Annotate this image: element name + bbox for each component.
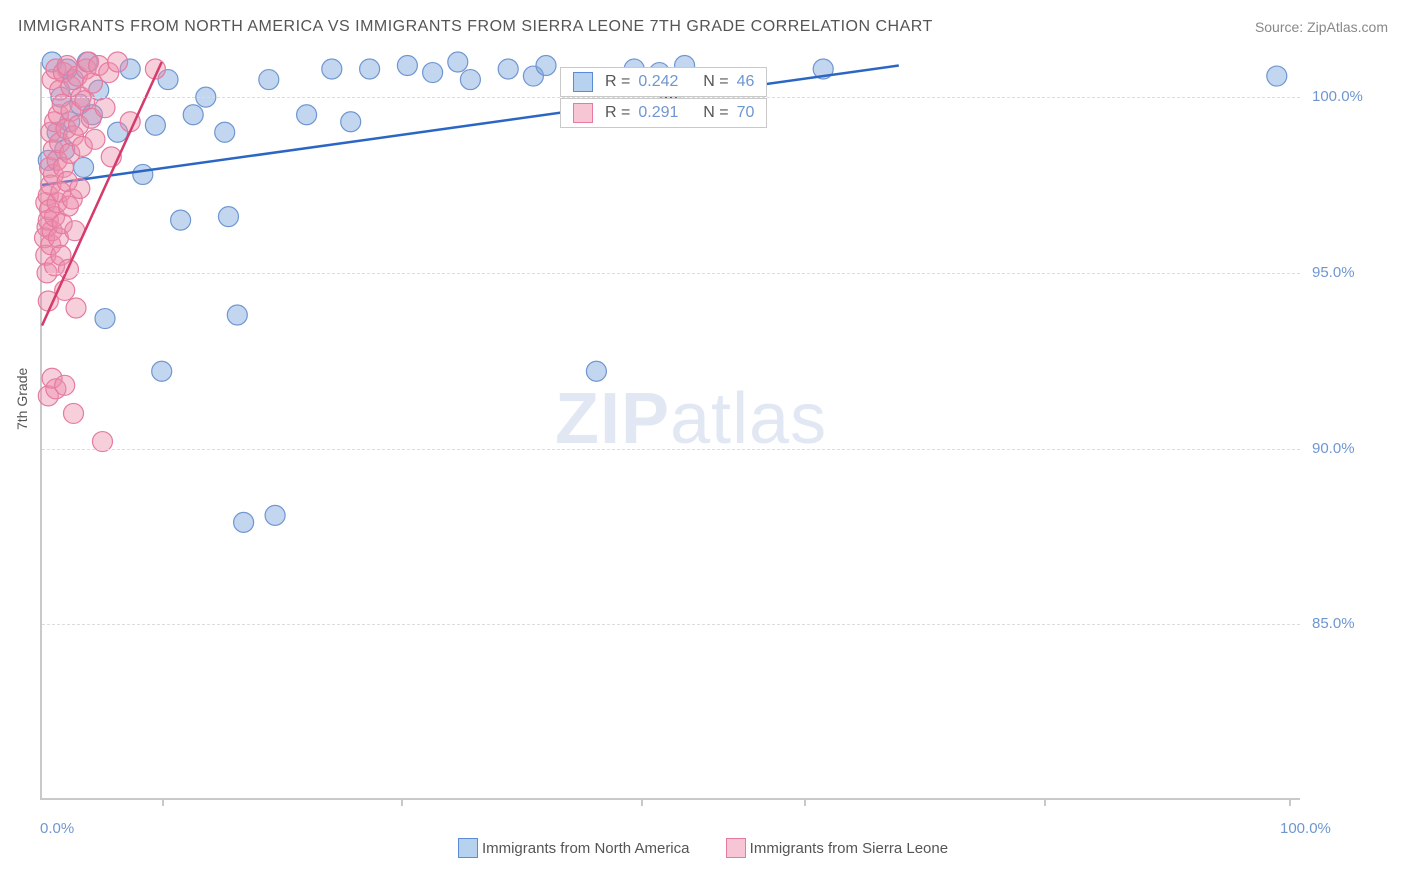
legend-item-sierra-leone: Immigrants from Sierra Leone	[726, 838, 948, 858]
plot-svg	[42, 62, 1300, 798]
legend-label: Immigrants from North America	[482, 840, 690, 857]
chart-header: IMMIGRANTS FROM NORTH AMERICA VS IMMIGRA…	[18, 18, 1388, 36]
data-point	[85, 129, 105, 149]
data-point	[152, 361, 172, 381]
data-point	[66, 298, 86, 318]
data-point	[536, 56, 556, 76]
legend-swatch-icon	[458, 838, 478, 858]
data-point	[448, 52, 468, 72]
data-point	[297, 105, 317, 125]
data-point	[586, 361, 606, 381]
y-tick-label: 100.0%	[1312, 88, 1363, 105]
chart-source: Source: ZipAtlas.com	[1255, 19, 1388, 35]
data-point	[171, 210, 191, 230]
y-axis-label: 7th Grade	[14, 368, 30, 430]
data-point	[341, 112, 361, 132]
data-point	[215, 122, 235, 142]
x-tick	[401, 798, 403, 806]
x-tick	[1289, 798, 1291, 806]
data-point	[95, 309, 115, 329]
data-point	[1267, 66, 1287, 86]
data-point	[64, 403, 84, 423]
x-tick	[162, 798, 164, 806]
info-swatch-icon	[573, 72, 593, 92]
data-point	[108, 52, 128, 72]
chart-title: IMMIGRANTS FROM NORTH AMERICA VS IMMIGRA…	[18, 18, 933, 36]
legend: Immigrants from North America Immigrants…	[0, 838, 1406, 862]
data-point	[227, 305, 247, 325]
data-point	[183, 105, 203, 125]
data-point	[259, 70, 279, 90]
data-point	[498, 59, 518, 79]
legend-label: Immigrants from Sierra Leone	[750, 840, 948, 857]
data-point	[70, 179, 90, 199]
data-point	[55, 375, 75, 395]
data-point	[397, 56, 417, 76]
data-point	[133, 164, 153, 184]
x-tick	[804, 798, 806, 806]
data-point	[360, 59, 380, 79]
info-swatch-icon	[573, 103, 593, 123]
gridline	[42, 273, 1300, 274]
legend-swatch-icon	[726, 838, 746, 858]
x-tick	[641, 798, 643, 806]
data-point	[322, 59, 342, 79]
data-point	[234, 512, 254, 532]
gridline	[42, 624, 1300, 625]
y-tick-label: 90.0%	[1312, 440, 1355, 457]
x-tick-label-left: 0.0%	[40, 820, 74, 837]
x-tick-label-right: 100.0%	[1280, 820, 1331, 837]
plot-area	[40, 62, 1300, 800]
data-point	[145, 115, 165, 135]
data-point	[423, 63, 443, 83]
data-point	[95, 98, 115, 118]
y-tick-label: 85.0%	[1312, 615, 1355, 632]
data-point	[218, 207, 238, 227]
x-tick	[1044, 798, 1046, 806]
gridline	[42, 449, 1300, 450]
legend-item-north-america: Immigrants from North America	[458, 838, 690, 858]
data-point	[265, 505, 285, 525]
data-point	[460, 70, 480, 90]
correlation-info-box: R = 0.242 N = 46	[560, 67, 767, 97]
correlation-info-box: R = 0.291 N = 70	[560, 98, 767, 128]
y-tick-label: 95.0%	[1312, 264, 1355, 281]
